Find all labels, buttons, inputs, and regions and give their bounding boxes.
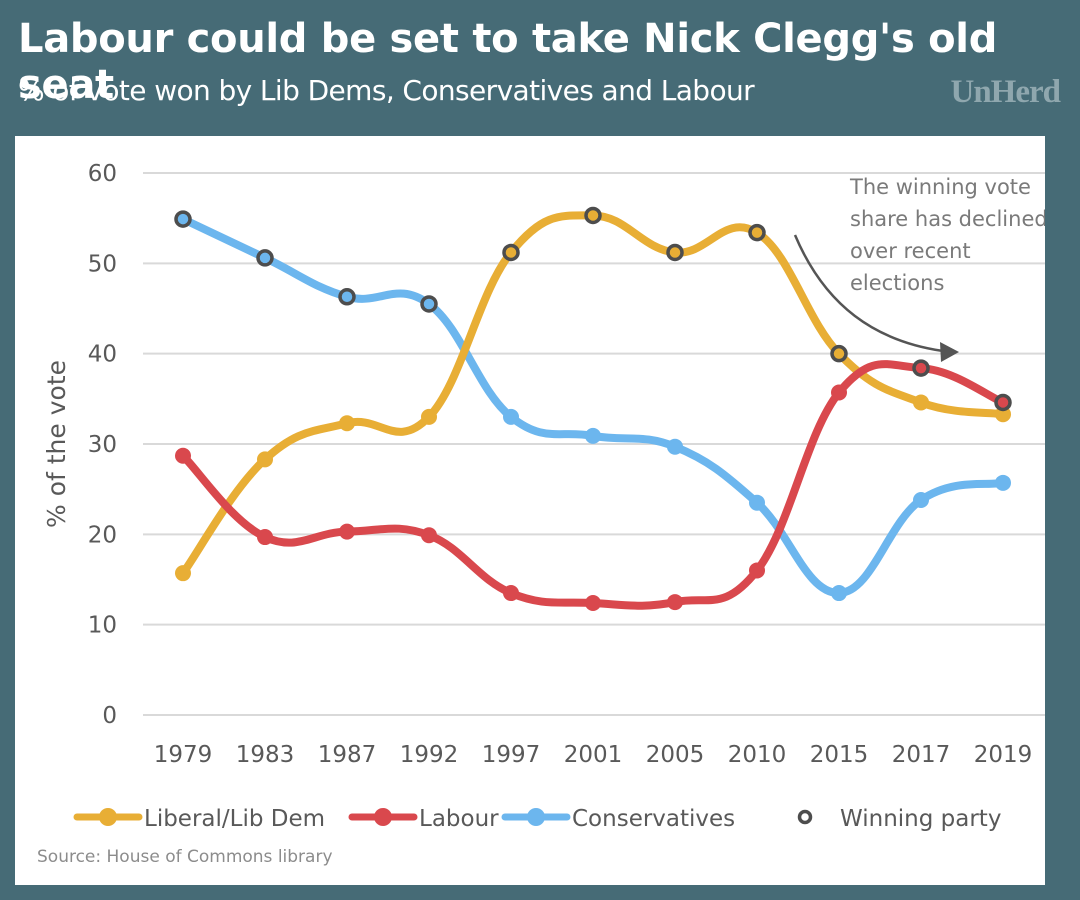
annotation-text: elections <box>850 271 944 295</box>
data-point <box>995 474 1011 491</box>
winning-party-legend-icon <box>797 809 813 825</box>
legend-label: Winning party <box>840 806 1001 832</box>
data-point <box>831 585 847 602</box>
y-tick-label: 20 <box>88 522 117 548</box>
x-tick-label: 1987 <box>318 742 377 768</box>
data-point <box>503 585 519 602</box>
line-chart: 0 10 20 30 40 50 60 % of the vote 1979 1983 1987 19… <box>37 161 1045 867</box>
x-tick-label: 2001 <box>564 742 623 768</box>
winning-point <box>174 210 192 228</box>
x-tick-label: 2010 <box>728 742 787 768</box>
x-tick-label: 2017 <box>892 742 951 768</box>
legend-marker <box>374 808 392 826</box>
winning-point <box>584 206 602 225</box>
data-point <box>667 438 683 455</box>
legend-marker <box>527 808 545 826</box>
data-point <box>667 594 683 611</box>
x-tick-label: 1997 <box>482 742 541 768</box>
data-point <box>503 408 519 425</box>
x-tick-label: 2015 <box>810 742 869 768</box>
unherd-logo: UnHerd <box>950 74 1061 110</box>
data-point <box>585 594 601 611</box>
data-point <box>175 565 191 582</box>
y-tick-label: 40 <box>88 342 117 368</box>
legend-label: Labour <box>419 806 499 832</box>
y-tick-label: 60 <box>88 161 117 187</box>
annotation-text: The winning vote <box>849 175 1031 199</box>
series-line-liberal-lib-dem <box>179 211 1007 578</box>
data-point <box>339 523 355 540</box>
arrow-head-icon <box>940 342 959 362</box>
x-tick-label: 2019 <box>974 742 1033 768</box>
data-point <box>257 451 273 468</box>
y-tick-label: 50 <box>88 251 117 277</box>
legend-marker <box>99 808 117 826</box>
data-point <box>749 494 765 511</box>
winning-point <box>502 243 520 262</box>
chart-panel: 0 10 20 30 40 50 60 % of the vote 1979 1983 1987 19… <box>15 136 1045 885</box>
y-axis-title: % of the vote <box>42 360 71 528</box>
data-point <box>585 427 601 444</box>
x-tick-label: 1992 <box>400 742 459 768</box>
data-point <box>421 408 437 425</box>
chart-subtitle: % of vote won by Lib Dems, Conservatives… <box>18 74 755 107</box>
data-point <box>421 527 437 544</box>
winning-point <box>256 249 274 267</box>
winning-point <box>420 295 438 313</box>
y-tick-label: 0 <box>102 703 117 729</box>
x-tick-label: 1983 <box>236 742 295 768</box>
source-note: Source: House of Commons library <box>37 847 333 867</box>
winning-point <box>338 288 356 306</box>
series-line-labour <box>179 360 1007 610</box>
data-point <box>749 562 765 579</box>
data-point <box>175 447 191 464</box>
y-tick-label: 30 <box>88 432 117 458</box>
winning-point <box>830 344 848 363</box>
legend-label: Liberal/Lib Dem <box>144 806 325 832</box>
x-tick-label: 2005 <box>646 742 705 768</box>
annotation-arrow <box>793 234 944 353</box>
data-point <box>831 384 847 401</box>
annotation-text: over recent <box>850 239 971 263</box>
data-point <box>257 529 273 546</box>
data-point <box>339 415 355 432</box>
winning-point <box>748 223 766 242</box>
winning-point <box>666 243 684 262</box>
legend-label: Conservatives <box>572 806 735 832</box>
data-point <box>913 492 929 509</box>
winning-point <box>912 359 930 377</box>
annotation-text: share has declined <box>850 207 1045 231</box>
winning-point <box>994 393 1012 412</box>
x-tick-label: 1979 <box>154 742 213 768</box>
data-point <box>913 394 929 411</box>
chart-title: Labour could be set to take Nick Clegg's… <box>18 16 998 108</box>
y-tick-label: 10 <box>88 613 117 639</box>
